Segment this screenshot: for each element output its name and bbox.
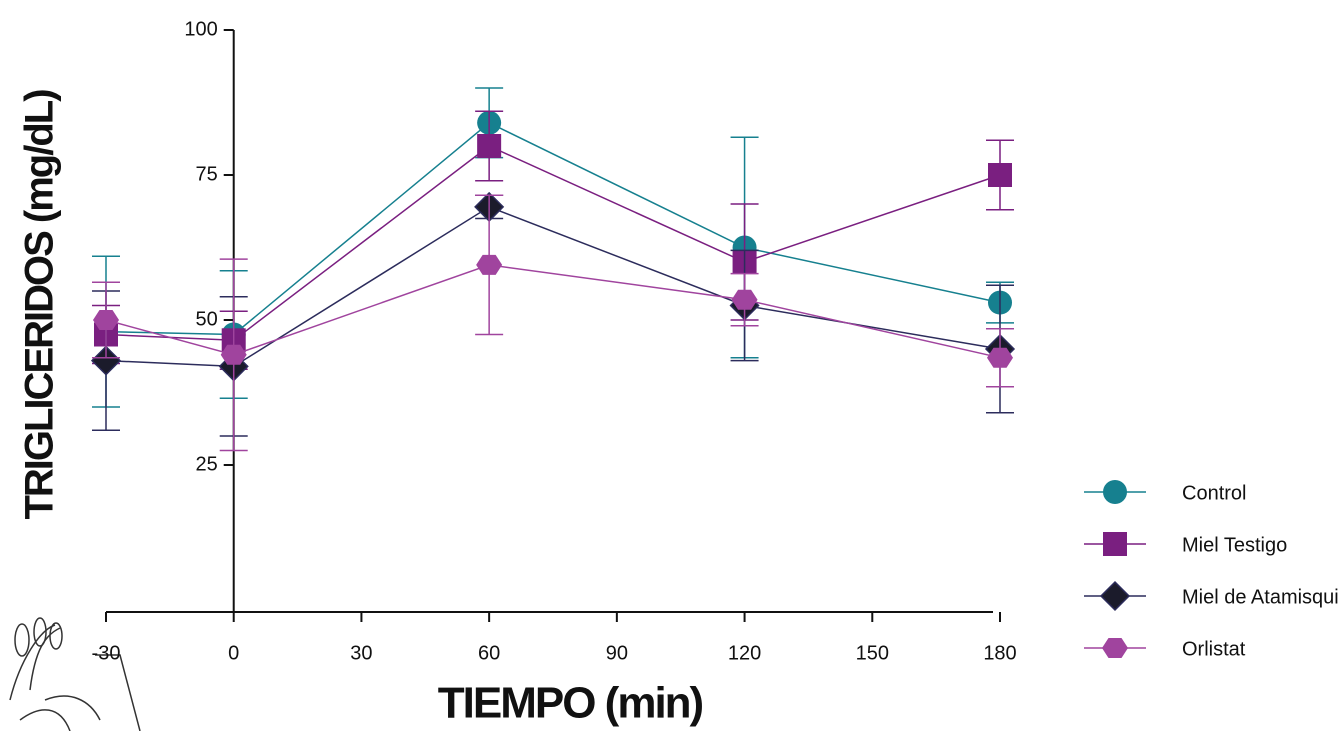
x-tick-label: -30 [92,642,121,664]
legend-label: Orlistat [1182,638,1246,660]
y-tick-label: 50 [195,308,217,330]
decoration [9,617,141,731]
marker [1099,580,1131,612]
marker [1103,532,1127,556]
y-tick-label: 25 [195,453,217,475]
legend-item: Control [1084,480,1246,504]
marker [1103,480,1127,504]
x-tick-label: 60 [478,642,500,664]
marker [220,344,247,365]
marker [988,163,1012,187]
legend-label: Control [1182,482,1246,504]
series [90,191,1016,437]
x-tick-label: 0 [228,642,239,664]
x-tick-label: 90 [606,642,628,664]
x-tick-label: 180 [983,642,1016,664]
series-line [105,121,1001,336]
x-tick-label: 30 [350,642,372,664]
marker [731,289,758,310]
x-axis-title: TIEMPO (min) [438,679,703,728]
y-axis-title: TRIGLICERIDOS (mg/dL) [18,90,62,520]
y-tick-label: 100 [184,18,217,40]
legend-label: Miel de Atamisqui [1182,586,1339,608]
y-tick-label: 75 [195,163,217,185]
marker [476,254,503,275]
legend-item: Miel de Atamisqui [1084,580,1339,612]
series [92,110,1014,371]
x-tick-label: 120 [728,642,761,664]
marker [90,345,122,376]
marker [987,347,1013,368]
marker [1102,637,1128,659]
legend-label: Miel Testigo [1182,534,1287,556]
legend-item: Orlistat [1084,637,1246,660]
marker [93,309,119,331]
legend-item: Miel Testigo [1084,532,1287,556]
series [92,194,1014,452]
x-tick-label: 150 [856,642,889,664]
marker [477,134,502,158]
